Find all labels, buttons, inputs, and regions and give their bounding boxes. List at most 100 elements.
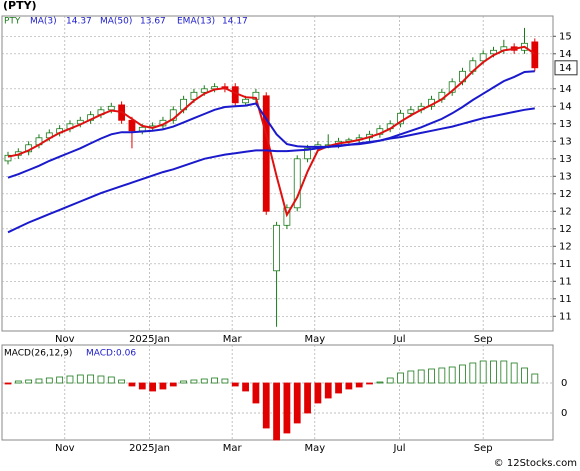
- macd-bar: [231, 382, 239, 387]
- macd-bar: [386, 377, 394, 384]
- y-tick-label: 14: [559, 101, 572, 112]
- last-price-box: [554, 60, 578, 76]
- macd-bar: [469, 362, 477, 384]
- macd-bar: [56, 376, 64, 384]
- last-price-label: 14: [559, 63, 572, 74]
- macd-bar: [521, 367, 528, 384]
- macd-bar: [76, 374, 84, 384]
- x-tick-label: 2025Jan: [129, 334, 170, 345]
- macd-bar: [25, 379, 33, 384]
- x-tick-label: Sep: [474, 443, 493, 454]
- candle-body: [273, 224, 280, 272]
- y-tick-label: 13: [559, 119, 572, 130]
- y-tick-label: 0: [561, 378, 567, 389]
- x-tick-label: May: [304, 334, 325, 345]
- macd-bar: [355, 382, 363, 388]
- macd-bar: [66, 375, 74, 384]
- macd-bar: [376, 381, 384, 384]
- legend-value: 14.37: [66, 17, 92, 27]
- macd-bar: [335, 382, 342, 394]
- y-tick-label: 0: [561, 408, 567, 419]
- candle-body: [293, 158, 301, 209]
- macd-bar: [252, 382, 260, 404]
- macd-bar: [459, 364, 466, 384]
- ma-line: [7, 70, 535, 179]
- macd-bar: [438, 367, 446, 384]
- macd-bar: [4, 382, 12, 385]
- x-tick-label: Nov: [55, 334, 75, 345]
- y-tick-label: 13: [559, 136, 572, 147]
- macd-bar: [510, 362, 518, 384]
- macd-bar: [397, 372, 404, 384]
- y-tick-label: 12: [559, 206, 572, 217]
- macd-bar: [159, 382, 167, 390]
- macd-bar: [14, 380, 22, 384]
- x-tick-label: Jul: [392, 443, 405, 454]
- legend-value: 14.17: [222, 17, 248, 27]
- macd-bar: [169, 382, 177, 387]
- legend-symbol: PTY: [4, 17, 21, 27]
- macd-bar: [531, 373, 539, 384]
- macd-bar: [479, 360, 487, 384]
- macd-value: MACD:0.06: [86, 349, 136, 359]
- candle-body: [242, 98, 249, 104]
- candle-body: [4, 154, 12, 162]
- macd-bar: [273, 382, 280, 441]
- y-tick-label: 12: [559, 241, 572, 252]
- y-tick-label: 12: [559, 189, 572, 200]
- macd-bar: [138, 382, 146, 390]
- macd-bar: [293, 382, 301, 424]
- macd-bar: [211, 377, 218, 384]
- y-tick-label: 13: [559, 171, 572, 182]
- macd-bar: [149, 382, 157, 392]
- x-tick-label: Mar: [223, 334, 243, 345]
- candle-body: [190, 91, 198, 100]
- candle-body: [128, 119, 136, 132]
- ma-line: [7, 107, 535, 234]
- candle-body: [138, 126, 146, 132]
- macd-bar: [407, 370, 415, 384]
- candle-body: [490, 49, 497, 55]
- legend-name: MA(50): [100, 17, 132, 27]
- candle-body: [200, 88, 208, 93]
- candle-body: [407, 109, 415, 114]
- macd-bar: [242, 382, 249, 392]
- x-tick-label: Nov: [55, 443, 75, 454]
- y-tick-label: 15: [559, 31, 572, 42]
- macd-bar: [448, 366, 456, 384]
- legend-value: 13.67: [140, 17, 166, 27]
- x-tick-label: Sep: [474, 334, 493, 345]
- y-tick-label: 11: [559, 259, 572, 270]
- macd-bar: [87, 374, 95, 384]
- macd-bar: [221, 378, 229, 384]
- x-tick-label: Mar: [223, 443, 243, 454]
- macd-bar: [324, 382, 332, 399]
- macd-bar: [314, 382, 322, 404]
- macd-bar: [417, 369, 425, 384]
- x-tick-label: 2025Jan: [129, 443, 170, 454]
- candle-body: [262, 95, 270, 212]
- macd-bar: [128, 382, 136, 387]
- main-panel: [1, 15, 554, 332]
- macd-bar: [190, 379, 198, 384]
- macd-bar: [35, 378, 43, 384]
- y-tick-label: 12: [559, 224, 572, 235]
- y-tick-label: 14: [559, 49, 572, 60]
- macd-bar: [180, 380, 188, 384]
- macd-bar: [366, 382, 373, 385]
- legend-name: MA(3): [30, 17, 57, 27]
- y-tick-label: 13: [559, 154, 572, 165]
- macd-bar: [490, 360, 497, 384]
- y-tick-label: 14: [559, 84, 572, 95]
- legend-name: EMA(13): [177, 17, 215, 27]
- macd-bar: [200, 378, 208, 384]
- candle-body: [397, 112, 404, 125]
- candle-body: [304, 147, 311, 160]
- macd-title: MACD(26,12,9): [4, 349, 72, 359]
- macd-bar: [345, 382, 353, 390]
- candle-body: [107, 105, 115, 111]
- candle-body: [531, 41, 539, 69]
- y-tick-label: 11: [559, 276, 572, 287]
- chart-title: (PTY): [3, 0, 37, 12]
